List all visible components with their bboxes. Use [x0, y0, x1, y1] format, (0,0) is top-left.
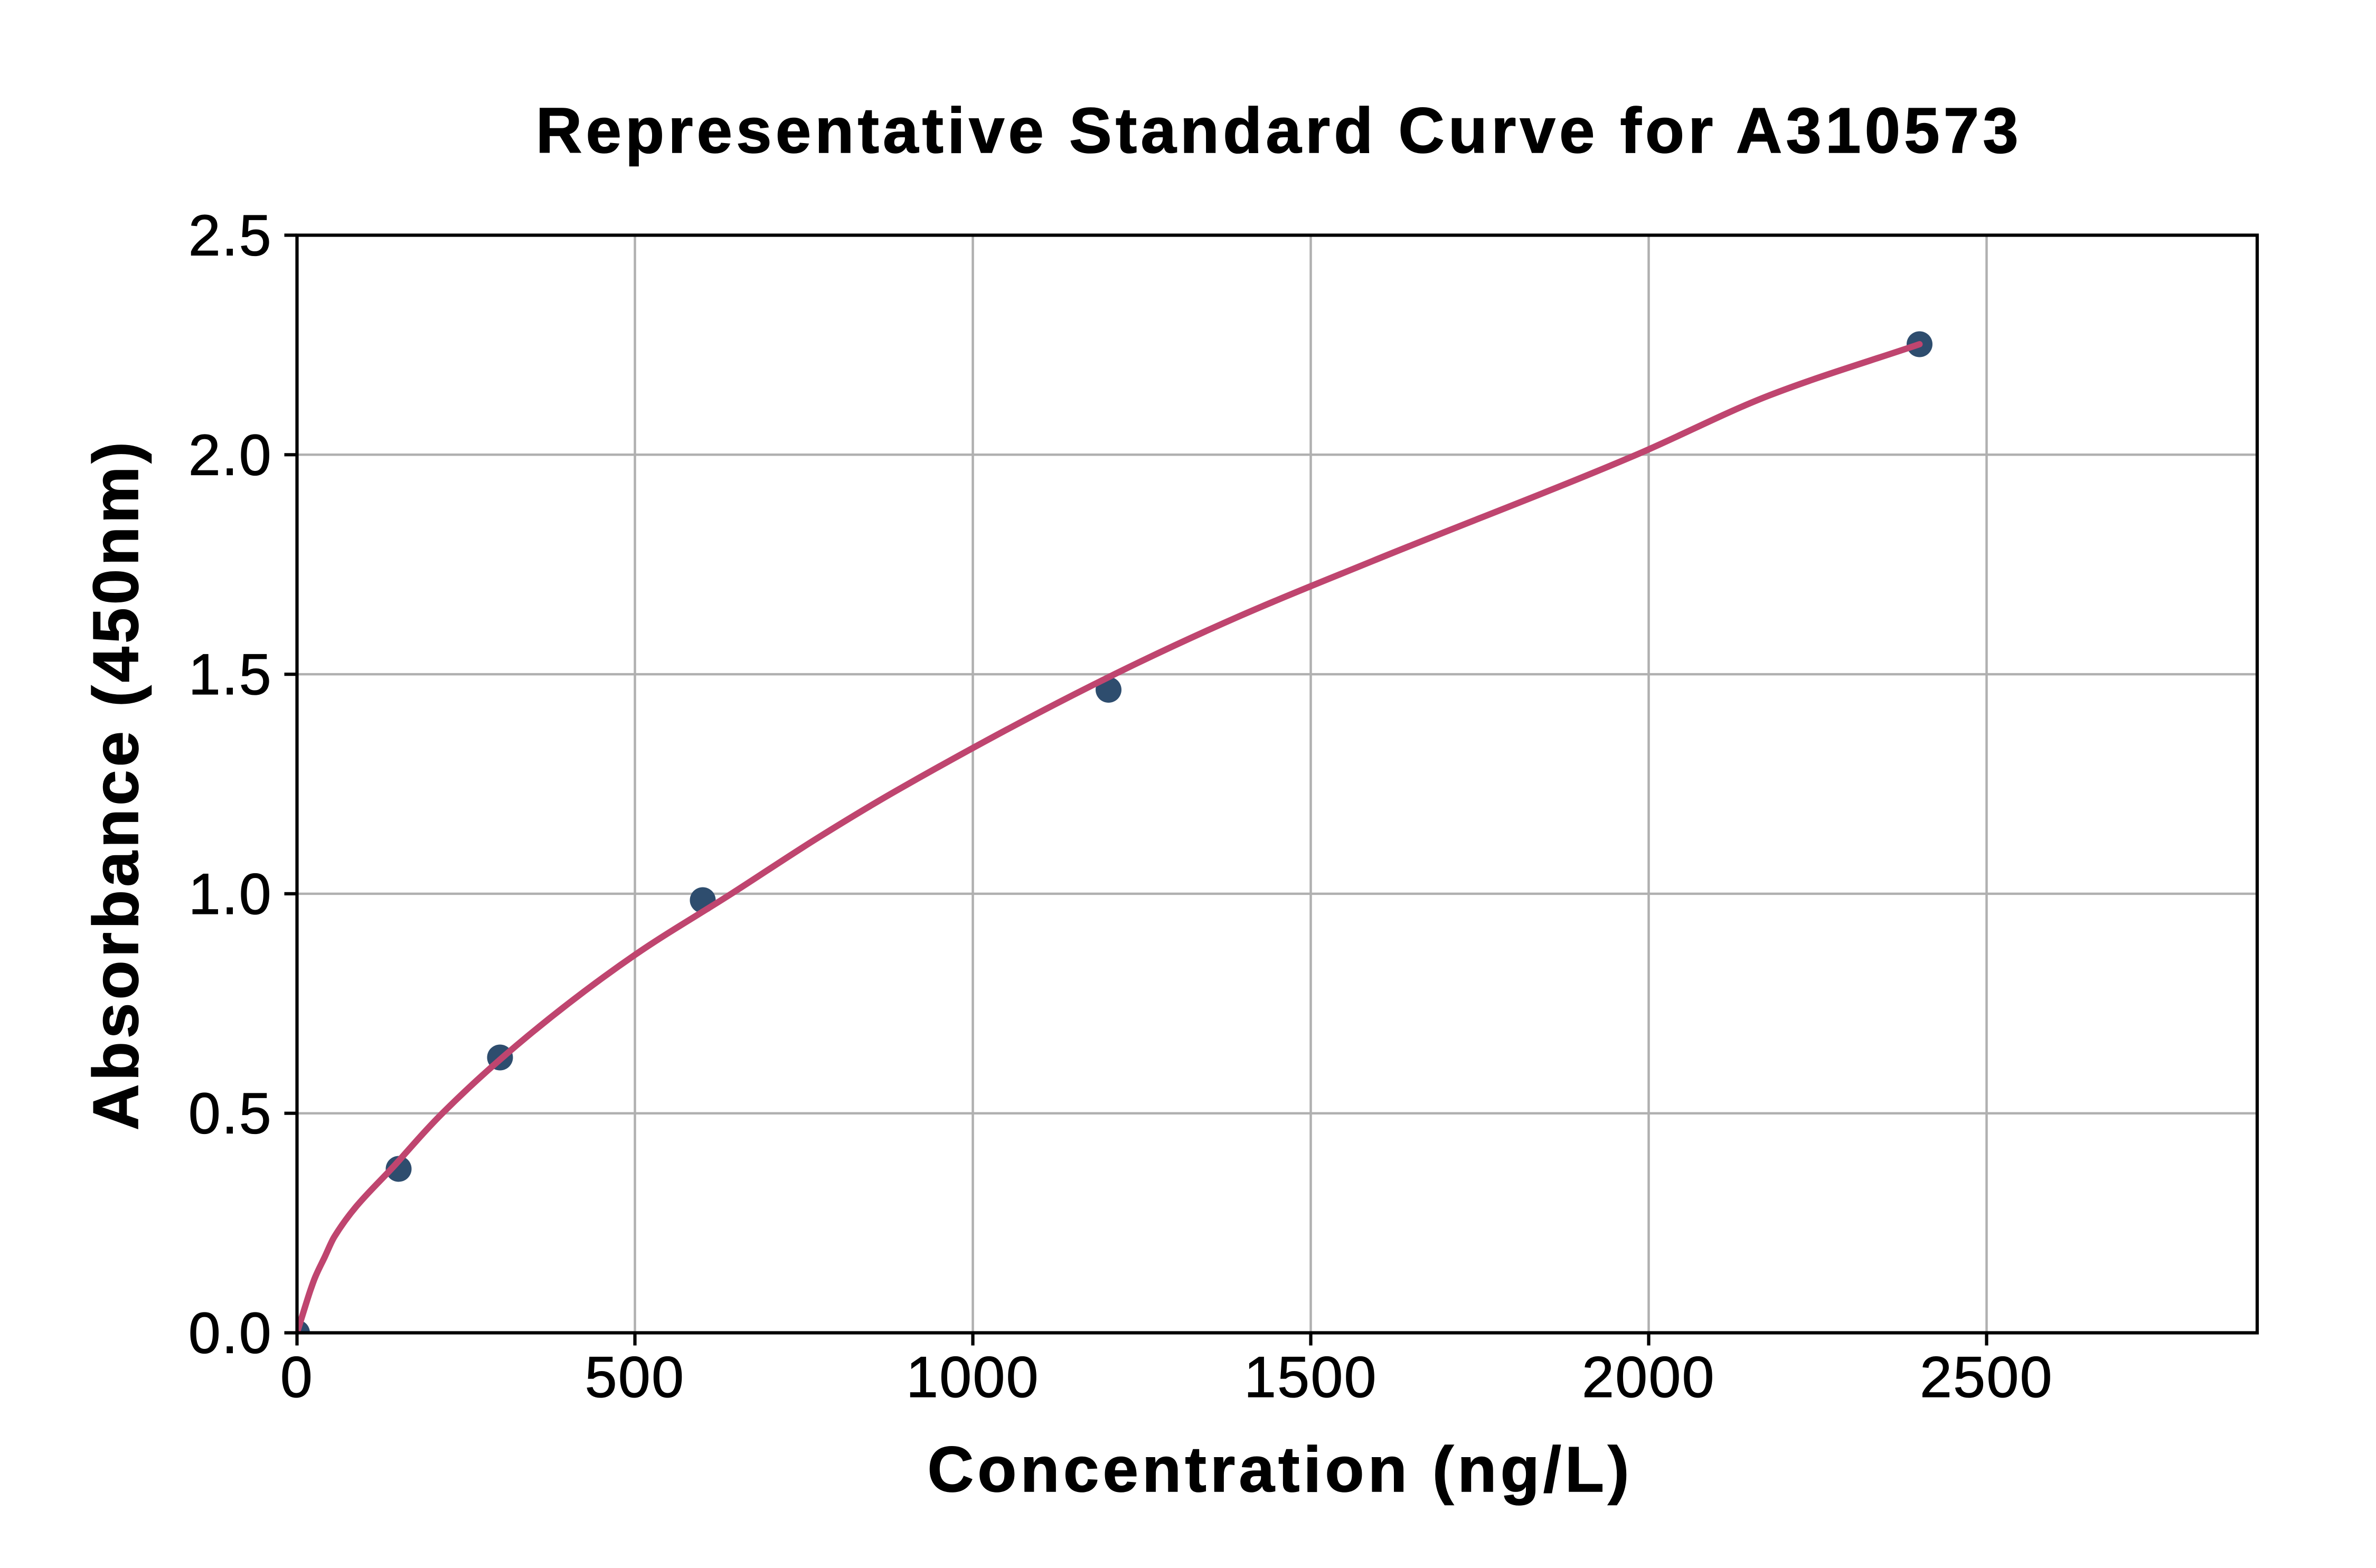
svg-text:1.5: 1.5	[188, 643, 272, 707]
svg-text:1.0: 1.0	[188, 862, 272, 927]
svg-text:2500: 2500	[1920, 1345, 2053, 1410]
svg-text:500: 500	[585, 1345, 685, 1410]
svg-text:2.5: 2.5	[188, 204, 272, 268]
svg-text:Absorbance (450nm): Absorbance (450nm)	[80, 442, 152, 1130]
svg-text:1000: 1000	[906, 1345, 1040, 1410]
svg-text:Representative Standard Curve: Representative Standard Curve for A31057…	[536, 95, 2019, 166]
svg-text:1500: 1500	[1244, 1345, 1378, 1410]
svg-text:0.0: 0.0	[188, 1301, 272, 1366]
svg-text:2000: 2000	[1582, 1345, 1715, 1410]
svg-text:Concentration (ng/L): Concentration (ng/L)	[928, 1433, 1629, 1505]
svg-text:0: 0	[280, 1345, 314, 1410]
svg-text:2.0: 2.0	[188, 423, 272, 487]
svg-text:0.5: 0.5	[188, 1082, 272, 1146]
